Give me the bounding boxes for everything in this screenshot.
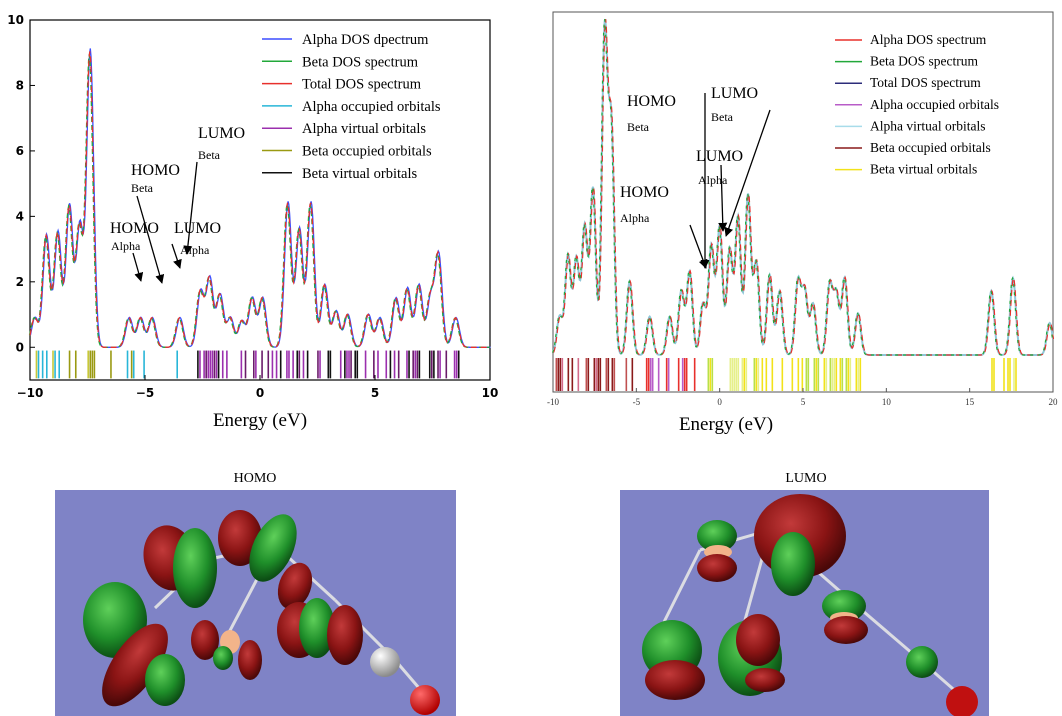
x-tick-label: 5 <box>801 397 806 407</box>
x-tick-label: 10 <box>482 386 499 400</box>
svg-text:LUMO: LUMO <box>711 85 758 102</box>
annotation-homo-alpha: HOMO Alpha <box>620 184 669 225</box>
x-tick-label: -5 <box>633 397 641 407</box>
svg-text:HOMO: HOMO <box>620 184 669 201</box>
x-tick-label: −5 <box>136 386 154 400</box>
legend-entry: Beta DOS spectrum <box>302 54 419 70</box>
y-tick-label: 0 <box>16 340 24 354</box>
x-tick-label: 15 <box>965 397 975 407</box>
legend-entry: Alpha virtual orbitals <box>302 121 426 137</box>
legend-entry: Alpha occupied orbitals <box>302 99 441 115</box>
y-tick-label: 10 <box>7 13 24 27</box>
x-axis-label: Energy (eV) <box>679 414 773 435</box>
x-tick-label: 0 <box>717 397 722 407</box>
arrow-lumo-alpha <box>171 243 182 269</box>
annotation-homo-beta: HOMO Beta <box>131 162 180 195</box>
homo-orbital-image <box>55 490 456 716</box>
annotation-lumo-beta: LUMO Beta <box>198 125 245 162</box>
svg-text:Beta: Beta <box>131 181 154 195</box>
annotation-homo-beta: HOMO Beta <box>627 93 676 134</box>
arrow-lumo-alpha <box>718 164 728 232</box>
y-tick-label: 6 <box>16 144 24 158</box>
x-tick-label: -10 <box>547 397 559 407</box>
axis-ticks: -10 -5 0 5 10 15 20 <box>547 388 1058 407</box>
svg-text:LUMO: LUMO <box>174 220 221 237</box>
x-tick-label: 5 <box>371 386 379 400</box>
annotation-lumo-beta: LUMO Beta <box>711 85 758 124</box>
legend-entry: Alpha DOS spectrum <box>870 32 987 47</box>
legend-entry: Beta occupied orbitals <box>870 140 991 155</box>
svg-text:Alpha: Alpha <box>698 173 728 187</box>
svg-text:HOMO: HOMO <box>110 220 159 237</box>
y-tick-label: 4 <box>16 209 24 223</box>
arrow-homo-alpha <box>132 252 144 282</box>
lumo-caption: LUMO <box>785 471 827 486</box>
svg-text:LUMO: LUMO <box>198 125 245 142</box>
x-axis-label: Energy (eV) <box>213 410 307 431</box>
legend-entry: Alpha virtual orbitals <box>870 118 985 133</box>
x-tick-label: −10 <box>17 386 44 400</box>
alpha-dos-curve <box>552 19 1055 356</box>
arrow-homo-beta <box>136 195 165 284</box>
svg-text:Beta: Beta <box>711 110 734 124</box>
legend-entry: Beta virtual orbitals <box>870 162 977 177</box>
x-tick-label: 10 <box>882 397 892 407</box>
legend-entry: Beta virtual orbitals <box>302 166 418 182</box>
svg-text:Beta: Beta <box>198 148 221 162</box>
dos-chart-left: −10 −5 0 5 10 0 2 4 6 8 10 Energy (eV) Alpha DOS d… <box>7 13 498 431</box>
plot-area <box>29 19 491 381</box>
homo-orbital-render <box>83 510 440 715</box>
plot-area <box>552 11 1054 393</box>
legend-entry: Total DOS spectrum <box>302 77 422 93</box>
legend-entry: Alpha DOS dpectrum <box>302 32 429 48</box>
arrow-lumo-beta <box>183 161 198 255</box>
x-tick-label: 0 <box>256 386 264 400</box>
legend-entry: Beta DOS spectrum <box>870 54 978 69</box>
legend-entry: Alpha occupied orbitals <box>870 97 999 112</box>
y-tick-label: 2 <box>16 275 24 289</box>
svg-text:HOMO: HOMO <box>627 93 676 110</box>
svg-text:Beta: Beta <box>627 120 650 134</box>
x-tick-label: 20 <box>1049 397 1059 407</box>
axis-ticks: −10 −5 0 5 10 0 2 4 6 8 10 <box>7 13 498 400</box>
legend: Alpha DOS spectrum Beta DOS spectrum Total… <box>835 32 999 177</box>
arrow-lumo-beta <box>724 109 771 237</box>
beta-dos-curve <box>551 19 1054 356</box>
homo-caption: HOMO <box>233 471 277 486</box>
svg-text:Alpha: Alpha <box>180 243 210 257</box>
svg-text:Alpha: Alpha <box>111 239 141 253</box>
arrow-homo-alpha <box>689 224 708 269</box>
legend: Alpha DOS dpectrum Beta DOS spectrum Total… <box>262 32 441 182</box>
svg-text:Alpha: Alpha <box>620 211 650 225</box>
dos-chart-right: -10 -5 0 5 10 15 20 Energy (eV) Alpha DOS spec… <box>547 11 1058 435</box>
y-tick-label: 8 <box>16 78 24 92</box>
annotation-homo-alpha: HOMO Alpha <box>110 220 159 253</box>
orbital-bars <box>555 358 1017 391</box>
svg-text:HOMO: HOMO <box>131 162 180 179</box>
legend-entry: Beta occupied orbitals <box>302 144 432 160</box>
legend-entry: Total DOS spectrum <box>870 75 981 90</box>
lumo-orbital-image <box>620 490 989 716</box>
orbital-bars <box>35 350 460 379</box>
svg-text:LUMO: LUMO <box>696 148 743 165</box>
lumo-orbital-render <box>642 494 978 716</box>
